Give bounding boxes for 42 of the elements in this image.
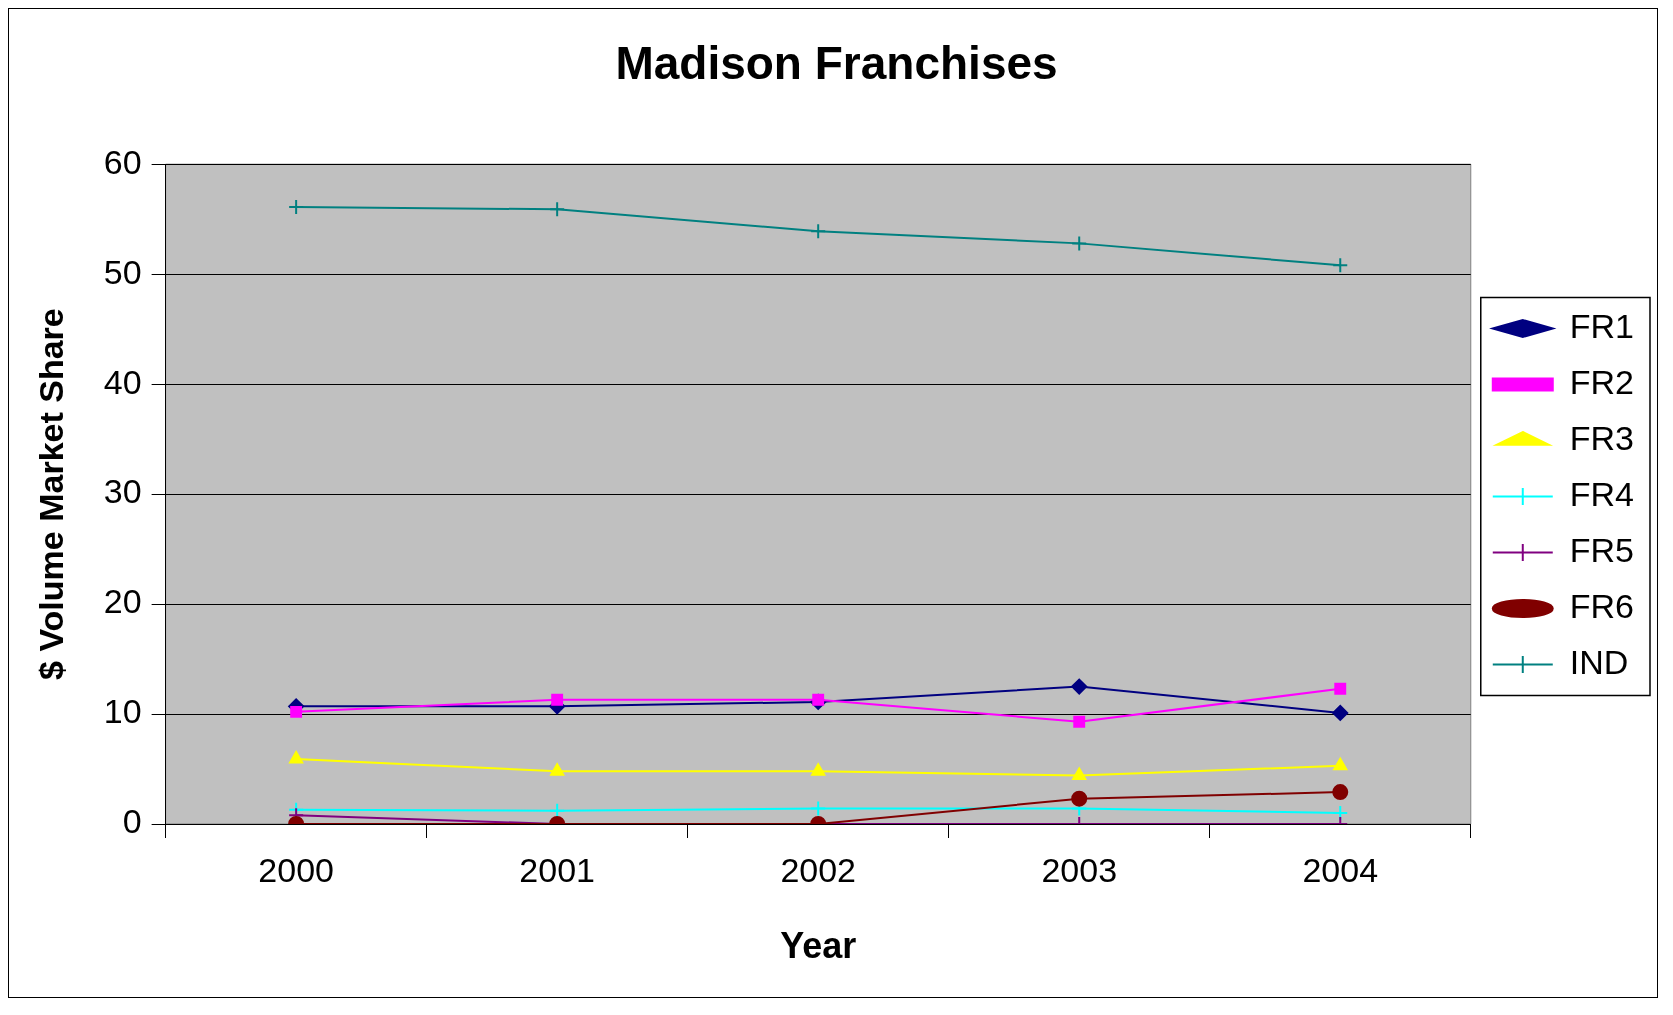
point bbox=[1332, 704, 1349, 721]
legend-label: FR6 bbox=[1569, 586, 1634, 625]
y-axis-title: $ Volume Market Share bbox=[31, 308, 70, 680]
point bbox=[549, 201, 566, 218]
point bbox=[1332, 784, 1349, 801]
point bbox=[810, 800, 827, 817]
y-tick-label: 10 bbox=[103, 692, 142, 731]
point bbox=[551, 693, 564, 706]
x-tick-label: 2004 bbox=[1302, 850, 1379, 889]
point bbox=[811, 763, 826, 776]
point bbox=[1333, 757, 1348, 771]
y-tick-label: 30 bbox=[103, 472, 142, 511]
chart-title: Madison Franchises bbox=[615, 37, 1058, 90]
x-tick-label: 2001 bbox=[519, 850, 595, 889]
legend-label: FR1 bbox=[1569, 306, 1634, 345]
x-axis-title: Year bbox=[780, 925, 857, 967]
y-tick-label: 0 bbox=[122, 802, 142, 841]
legend-label: FR2 bbox=[1569, 362, 1634, 401]
y-tick-label: 60 bbox=[103, 142, 142, 181]
legend-label: IND bbox=[1569, 642, 1629, 681]
point bbox=[549, 802, 566, 819]
point bbox=[1332, 257, 1349, 274]
point bbox=[550, 763, 565, 776]
x-tick-label: 2000 bbox=[258, 850, 334, 889]
point bbox=[1334, 682, 1347, 695]
point bbox=[1071, 678, 1088, 695]
point bbox=[810, 223, 827, 240]
x-tick-label: 2002 bbox=[780, 850, 857, 889]
point bbox=[1073, 715, 1086, 728]
x-tick-label: 2003 bbox=[1041, 850, 1118, 889]
point bbox=[290, 705, 303, 718]
legend-label: FR3 bbox=[1569, 418, 1634, 457]
point bbox=[1071, 790, 1088, 807]
point bbox=[1072, 767, 1087, 781]
y-tick-label: 50 bbox=[103, 252, 142, 291]
point bbox=[1071, 235, 1088, 252]
legend-label: FR5 bbox=[1569, 530, 1634, 569]
legend-label: FR4 bbox=[1569, 474, 1634, 513]
point bbox=[288, 199, 305, 216]
y-tick-label: 40 bbox=[103, 362, 142, 401]
y-tick-label: 20 bbox=[103, 582, 142, 621]
point bbox=[289, 751, 304, 764]
